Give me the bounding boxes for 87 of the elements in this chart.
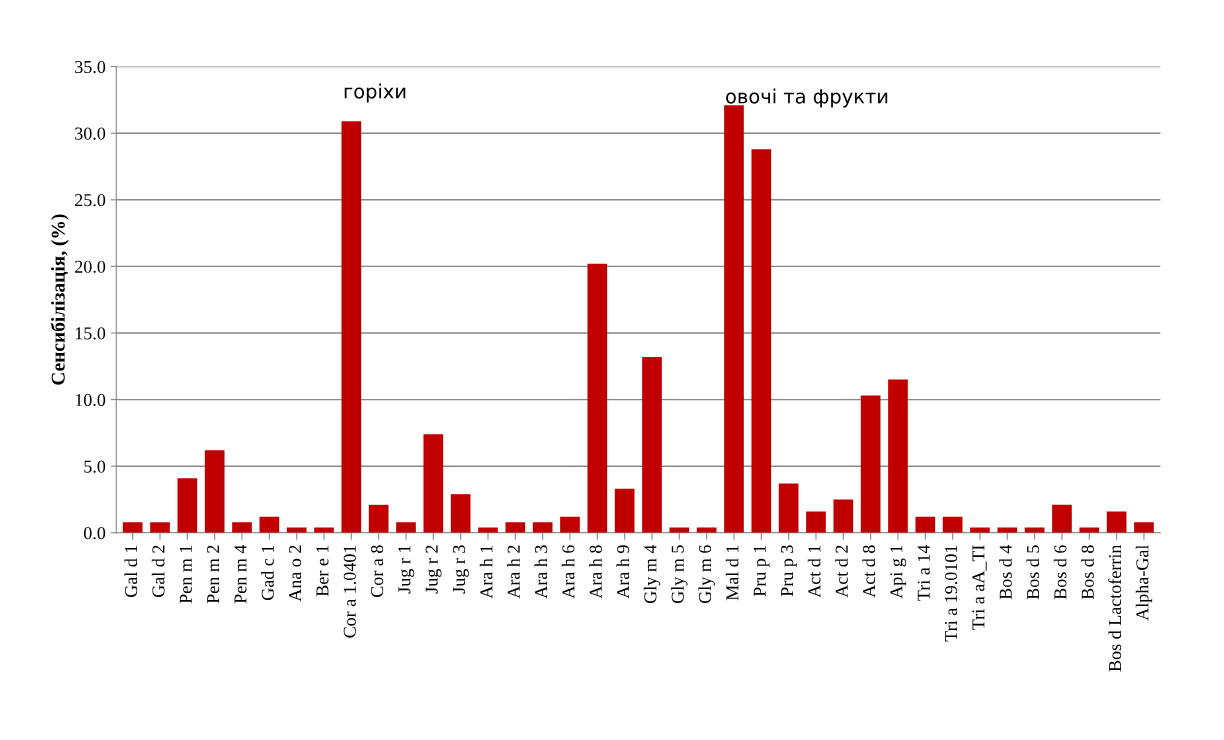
x-tick-label: Pru p 1 xyxy=(753,545,770,597)
x-tick-label: Cor a 1.0401 xyxy=(343,545,356,638)
bar xyxy=(1079,527,1100,533)
bar xyxy=(642,356,662,533)
x-tick-label: Ara h 2 xyxy=(507,545,520,599)
bar xyxy=(915,516,936,533)
x-tick-label: Ara h 1 xyxy=(479,545,493,599)
x-tick-label: Gal d 2 xyxy=(151,545,165,598)
bar xyxy=(505,522,526,533)
x-tick-label: Gad c 1 xyxy=(261,545,274,601)
x-tick-label: Ara h 9 xyxy=(616,545,630,599)
bar xyxy=(724,105,744,533)
x-tick-label: Gal d 1 xyxy=(124,545,138,598)
bar xyxy=(1024,527,1045,533)
x-tick-label: Ana o 2 xyxy=(289,545,302,602)
y-tick-label: 0.0 xyxy=(83,527,106,540)
bar xyxy=(1134,522,1154,533)
bar xyxy=(314,527,334,533)
x-tick-label: Pen m 4 xyxy=(234,544,247,604)
bar xyxy=(1052,504,1072,533)
y-tick-label: 30.0 xyxy=(75,127,106,140)
x-tick-label: Jug r 2 xyxy=(425,545,442,594)
bar xyxy=(532,522,553,533)
bar xyxy=(970,527,990,533)
annotation: овочі та фрукти xyxy=(726,88,888,108)
x-tick-label: Tri a 14 xyxy=(917,544,930,601)
x-tick-label: Act d 1 xyxy=(807,545,821,598)
bar xyxy=(560,516,580,533)
bar xyxy=(997,527,1018,533)
x-tick-label: Tri a 19.0101 xyxy=(944,545,958,642)
bar xyxy=(860,395,881,533)
x-tick-label: Ara h 8 xyxy=(589,545,602,599)
x-tick-label: Ara h 6 xyxy=(561,545,575,599)
bar xyxy=(806,511,826,533)
x-tick-label: Act d 2 xyxy=(835,545,848,598)
x-tick-label: Bos d 5 xyxy=(1026,545,1040,600)
bar xyxy=(423,434,444,533)
bar xyxy=(614,488,635,533)
bar xyxy=(122,522,143,533)
bar xyxy=(888,379,908,533)
bar xyxy=(778,483,799,533)
bar xyxy=(232,522,252,533)
x-tick-label: Ara h 3 xyxy=(534,545,548,599)
x-tick-label: Mal d 1 xyxy=(725,545,739,601)
x-tick-label: Act d 8 xyxy=(862,545,876,598)
bar xyxy=(150,522,170,533)
x-tick-label: Gly m 6 xyxy=(698,545,715,604)
x-tick-label: Api g 1 xyxy=(890,545,907,599)
x-tick-label: Pen m 1 xyxy=(179,545,192,604)
bar xyxy=(286,527,307,533)
x-tick-label: Cor a 8 xyxy=(371,545,384,598)
x-tick-label: Gly m 4 xyxy=(643,544,661,604)
y-tick-label: 35.0 xyxy=(75,60,106,74)
x-tick-label: Bos d 8 xyxy=(1081,545,1094,600)
x-tick-label: Ber e 1 xyxy=(316,545,329,597)
bar xyxy=(259,516,280,533)
annotation: горіхи xyxy=(344,83,406,103)
y-tick-label: 5.0 xyxy=(84,460,106,473)
x-tick-label: Bos d Lactoferrin xyxy=(1108,544,1122,672)
bar xyxy=(696,527,717,533)
x-tick-label: Jug r 1 xyxy=(398,545,415,594)
bar xyxy=(478,527,498,533)
bar xyxy=(177,478,198,533)
x-tick-label: Jug r 3 xyxy=(452,545,469,594)
bar xyxy=(942,516,963,533)
bar xyxy=(587,263,608,533)
y-tick-label: 25.0 xyxy=(75,194,106,207)
bar xyxy=(833,499,854,533)
bar xyxy=(204,450,225,533)
y-tick-label: 20.0 xyxy=(75,260,106,273)
bar xyxy=(751,149,772,533)
x-tick-label: Alpha-Gal xyxy=(1135,544,1153,621)
bar xyxy=(396,522,416,533)
bar xyxy=(341,121,362,533)
bar xyxy=(368,504,389,533)
bar xyxy=(669,527,690,533)
y-axis-title: Сенсибілізація, (%) xyxy=(50,214,69,385)
x-tick-label: Bos d 4 xyxy=(999,544,1012,600)
x-tick-label: Tri a aA_TI xyxy=(972,545,987,630)
x-tick-label: Pru p 3 xyxy=(781,545,797,597)
y-tick-label: 15.0 xyxy=(75,327,106,340)
x-tick-label: Pen m 2 xyxy=(207,545,220,604)
x-tick-label: Bos d 6 xyxy=(1053,545,1067,600)
bar xyxy=(1106,511,1127,533)
x-tick-label: Gly m 5 xyxy=(671,545,688,604)
bar xyxy=(450,494,471,533)
y-tick-label: 10.0 xyxy=(75,393,106,407)
